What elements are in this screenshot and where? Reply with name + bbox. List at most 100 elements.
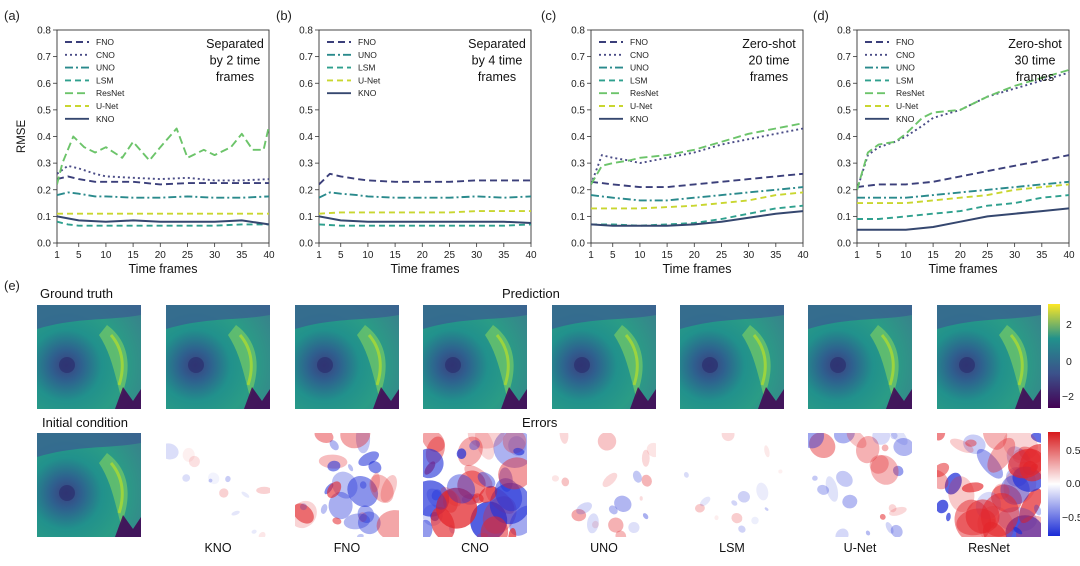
series-line-u-net — [591, 191, 803, 210]
series-line-lsm — [319, 223, 531, 227]
y-tick-label: 0.5 — [37, 105, 51, 116]
prediction-field-cno — [423, 305, 527, 409]
x-tick-label: 35 — [770, 250, 782, 261]
x-axis-label: Time frames — [129, 262, 198, 276]
error-field-kno — [166, 433, 270, 537]
legend-label: CNO — [896, 50, 915, 60]
chart-annotation: Zero-shot — [1008, 37, 1062, 51]
prediction-field-u-net — [808, 305, 912, 409]
error-colorbar-tick: 0.5 — [1066, 445, 1080, 457]
series-line-uno — [591, 186, 803, 202]
legend-label: UNO — [630, 63, 649, 73]
y-tick-label: 0.3 — [571, 159, 585, 170]
panel-tag-e: (e) — [4, 278, 20, 293]
x-tick-label: 40 — [263, 250, 275, 261]
chart-annotation: 30 time — [1015, 54, 1056, 68]
legend-label: ResNet — [896, 88, 925, 98]
y-tick-label: 0.7 — [37, 52, 51, 63]
legend-label: LSM — [896, 75, 913, 85]
x-tick-label: 10 — [634, 250, 646, 261]
prediction-colorbar-tick: −2 — [1062, 391, 1074, 403]
line-charts: 0.00.10.20.30.40.50.60.70.81 5 10 15 20 25 30 3… — [16, 26, 1075, 277]
series-line-cno — [591, 127, 803, 185]
y-tick-label: 0.1 — [837, 212, 851, 223]
series-line-fno — [591, 172, 803, 189]
y-tick-label: 0.7 — [571, 52, 585, 63]
legend-label: KNO — [358, 88, 377, 98]
series-line-u-net — [319, 210, 531, 215]
x-tick-label: 1 — [316, 250, 322, 261]
legend-label: KNO — [896, 114, 915, 124]
y-tick-label: 0.6 — [299, 79, 313, 90]
y-tick-label: 0.6 — [837, 79, 851, 90]
series-line-kno — [591, 210, 803, 227]
legend-label: U-Net — [96, 101, 119, 111]
y-tick-label: 0.5 — [837, 105, 851, 116]
initial-condition-label: Initial condition — [42, 415, 128, 430]
ground-truth-field — [37, 305, 141, 409]
series-line-resnet — [857, 68, 1069, 191]
x-tick-label: 20 — [155, 250, 167, 261]
chart-annotation: frames — [216, 70, 254, 84]
prediction-field-lsm — [680, 305, 784, 409]
chart-annotation: Separated — [468, 37, 526, 51]
x-tick-label: 10 — [100, 250, 112, 261]
legend-label: KNO — [96, 114, 115, 124]
error-field-fno — [295, 433, 399, 537]
chart-annotation: Separated — [206, 37, 264, 51]
series-line-resnet — [591, 122, 803, 185]
panel-tag-b: (b) — [276, 8, 292, 23]
chart-annotation: 20 time — [749, 54, 790, 68]
series-line-kno — [57, 215, 269, 226]
model-label-u-net: U-Net — [843, 541, 877, 555]
error-colorbar-tick: −0.5 — [1062, 512, 1080, 524]
x-tick-label: 15 — [928, 250, 940, 261]
model-label-kno: KNO — [204, 541, 232, 555]
x-tick-label: 20 — [689, 250, 701, 261]
x-tick-label: 1 — [54, 250, 60, 261]
prediction-field-resnet — [937, 305, 1041, 409]
legend-label: KNO — [630, 114, 649, 124]
y-tick-label: 0.0 — [37, 239, 51, 250]
chart-2: 0.00.10.20.30.40.50.60.70.81 5 10 15 20 25 30 3… — [571, 26, 809, 277]
x-tick-label: 35 — [498, 250, 510, 261]
legend-label: LSM — [96, 75, 113, 85]
legend-label: LSM — [630, 75, 647, 85]
series-line-uno — [57, 191, 269, 199]
chart-annotation: by 4 time — [472, 54, 523, 68]
model-label-cno: CNO — [461, 541, 489, 555]
prediction-field-uno — [552, 305, 656, 409]
y-tick-label: 0.8 — [837, 26, 851, 37]
x-axis-label: Time frames — [929, 262, 998, 276]
series-line-fno — [57, 175, 269, 186]
y-tick-label: 0.1 — [299, 212, 313, 223]
legend-label: UNO — [358, 50, 377, 60]
series-line-resnet — [57, 125, 269, 185]
legend-label: CNO — [630, 50, 649, 60]
x-tick-label: 35 — [1036, 250, 1048, 261]
legend-label: ResNet — [96, 88, 125, 98]
x-tick-label: 30 — [1009, 250, 1021, 261]
y-tick-label: 0.0 — [837, 239, 851, 250]
legend-label: CNO — [96, 50, 115, 60]
x-tick-label: 20 — [955, 250, 967, 261]
x-tick-label: 40 — [797, 250, 809, 261]
y-tick-label: 0.4 — [571, 132, 585, 143]
y-tick-label: 0.6 — [37, 79, 51, 90]
chart-annotation: frames — [1016, 70, 1054, 84]
chart-3: 0.00.10.20.30.40.50.60.70.81 5 10 15 20 25 30 3… — [837, 26, 1075, 277]
series-line-uno — [319, 191, 531, 199]
legend-label: ResNet — [630, 88, 659, 98]
legend-label: FNO — [896, 37, 914, 47]
y-tick-label: 0.2 — [571, 185, 585, 196]
x-tick-label: 40 — [525, 250, 537, 261]
y-tick-label: 0.8 — [299, 26, 313, 37]
y-tick-label: 0.3 — [299, 159, 313, 170]
y-axis-label: RMSE — [16, 120, 28, 154]
initial-condition-field — [37, 433, 141, 537]
y-tick-label: 0.3 — [837, 159, 851, 170]
x-tick-label: 25 — [182, 250, 194, 261]
model-label-uno: UNO — [590, 541, 618, 555]
x-tick-label: 25 — [716, 250, 728, 261]
error-field-cno — [423, 433, 527, 537]
